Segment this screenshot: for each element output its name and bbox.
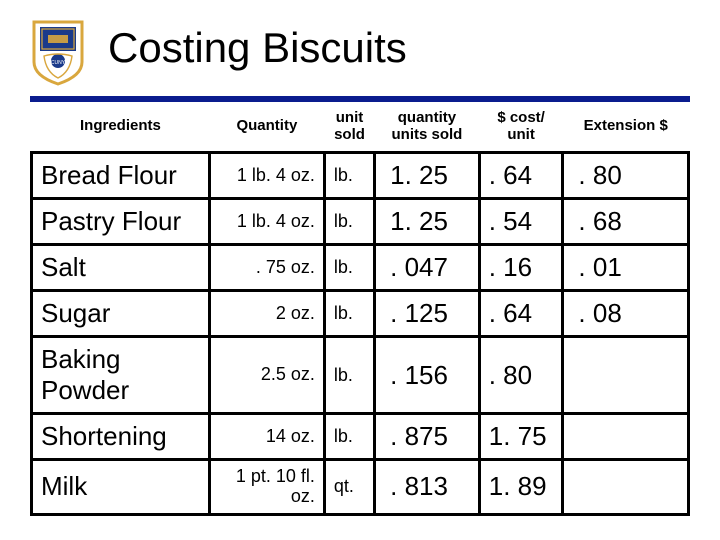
cost-cell: 1. 89 xyxy=(479,460,563,515)
table-body: Bread Flour 1 lb. 4 oz. lb. 1. 25 . 64 .… xyxy=(32,153,689,515)
qty-sold-cell: . 047 xyxy=(375,245,480,291)
unit-cell: lb. xyxy=(324,245,374,291)
title-underline xyxy=(30,96,690,102)
cost-cell: . 54 xyxy=(479,199,563,245)
table-row: Baking Powder 2.5 oz. lb. . 156 . 80 xyxy=(32,337,689,414)
ext-cell: . 80 xyxy=(563,153,689,199)
ext-cell xyxy=(563,337,689,414)
table-row: Bread Flour 1 lb. 4 oz. lb. 1. 25 . 64 .… xyxy=(32,153,689,199)
page-title: Costing Biscuits xyxy=(108,24,407,72)
qty-sold-cell: 1. 25 xyxy=(375,153,480,199)
quantity-cell: 1 lb. 4 oz. xyxy=(209,199,324,245)
ingredient-cell: Shortening xyxy=(32,414,210,460)
quantity-cell: 1 pt. 10 fl. oz. xyxy=(209,460,324,515)
quantity-cell: . 75 oz. xyxy=(209,245,324,291)
logo: CUNY xyxy=(30,18,88,88)
qty-sold-cell: . 875 xyxy=(375,414,480,460)
shield-icon: CUNY xyxy=(30,18,86,86)
cost-cell: . 64 xyxy=(479,153,563,199)
unit-cell: lb. xyxy=(324,199,374,245)
ingredient-cell: Salt xyxy=(32,245,210,291)
qty-sold-cell: 1. 25 xyxy=(375,199,480,245)
col-header-unit-sold: unit sold xyxy=(324,108,374,153)
unit-cell: lb. xyxy=(324,414,374,460)
col-header-extension: Extension $ xyxy=(563,108,689,153)
ext-cell: . 68 xyxy=(563,199,689,245)
quantity-cell: 1 lb. 4 oz. xyxy=(209,153,324,199)
col-header-quantity: Quantity xyxy=(209,108,324,153)
table-row: Sugar 2 oz. lb. . 125 . 64 . 08 xyxy=(32,291,689,337)
qty-sold-cell: . 156 xyxy=(375,337,480,414)
ext-cell xyxy=(563,414,689,460)
ingredient-cell: Pastry Flour xyxy=(32,199,210,245)
quantity-cell: 14 oz. xyxy=(209,414,324,460)
cost-cell: . 80 xyxy=(479,337,563,414)
ext-cell xyxy=(563,460,689,515)
qty-sold-cell: . 125 xyxy=(375,291,480,337)
ingredient-cell: Bread Flour xyxy=(32,153,210,199)
costing-table: Ingredients Quantity unit sold quantity … xyxy=(30,108,690,516)
header: CUNY Costing Biscuits xyxy=(30,18,690,88)
costing-table-wrap: Ingredients Quantity unit sold quantity … xyxy=(30,108,690,516)
header-row: Ingredients Quantity unit sold quantity … xyxy=(32,108,689,153)
col-header-ingredients: Ingredients xyxy=(32,108,210,153)
cost-cell: 1. 75 xyxy=(479,414,563,460)
svg-text:CUNY: CUNY xyxy=(51,60,66,66)
quantity-cell: 2 oz. xyxy=(209,291,324,337)
unit-cell: lb. xyxy=(324,291,374,337)
col-header-qty-sold: quantity units sold xyxy=(375,108,480,153)
ext-cell: . 08 xyxy=(563,291,689,337)
unit-cell: lb. xyxy=(324,153,374,199)
ext-cell: . 01 xyxy=(563,245,689,291)
table-row: Shortening 14 oz. lb. . 875 1. 75 xyxy=(32,414,689,460)
qty-sold-cell: . 813 xyxy=(375,460,480,515)
ingredient-cell: Baking Powder xyxy=(32,337,210,414)
cost-cell: . 16 xyxy=(479,245,563,291)
cost-cell: . 64 xyxy=(479,291,563,337)
unit-cell: lb. xyxy=(324,337,374,414)
ingredient-cell: Milk xyxy=(32,460,210,515)
quantity-cell: 2.5 oz. xyxy=(209,337,324,414)
ingredient-cell: Sugar xyxy=(32,291,210,337)
table-row: Pastry Flour 1 lb. 4 oz. lb. 1. 25 . 54 … xyxy=(32,199,689,245)
slide: CUNY Costing Biscuits Ingredients Quanti… xyxy=(0,0,720,540)
table-row: Milk 1 pt. 10 fl. oz. qt. . 813 1. 89 xyxy=(32,460,689,515)
table-row: Salt . 75 oz. lb. . 047 . 16 . 01 xyxy=(32,245,689,291)
unit-cell: qt. xyxy=(324,460,374,515)
col-header-cost: $ cost/ unit xyxy=(479,108,563,153)
